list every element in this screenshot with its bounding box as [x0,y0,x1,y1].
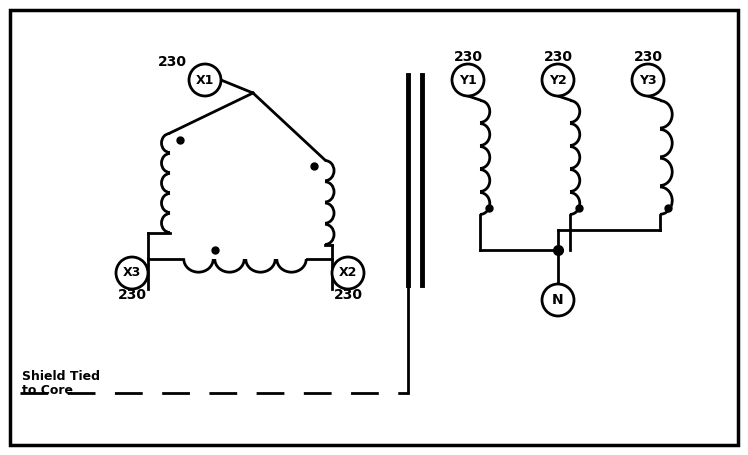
Circle shape [332,257,364,289]
Text: 230: 230 [117,288,147,302]
Circle shape [542,64,574,96]
Text: Y1: Y1 [459,74,477,86]
Circle shape [189,64,221,96]
Text: 230: 230 [158,55,186,69]
Text: 230: 230 [634,50,663,64]
Circle shape [542,284,574,316]
Text: X3: X3 [123,267,141,279]
Text: 230: 230 [334,288,363,302]
Text: X2: X2 [339,267,358,279]
Circle shape [452,64,484,96]
Text: Y3: Y3 [640,74,657,86]
Text: Y2: Y2 [549,74,567,86]
Text: N: N [552,293,564,307]
Text: to Core: to Core [22,384,73,396]
Text: Shield Tied: Shield Tied [22,370,100,384]
Text: 230: 230 [453,50,482,64]
Circle shape [116,257,148,289]
Text: X1: X1 [196,74,214,86]
Circle shape [632,64,664,96]
Text: 230: 230 [544,50,572,64]
